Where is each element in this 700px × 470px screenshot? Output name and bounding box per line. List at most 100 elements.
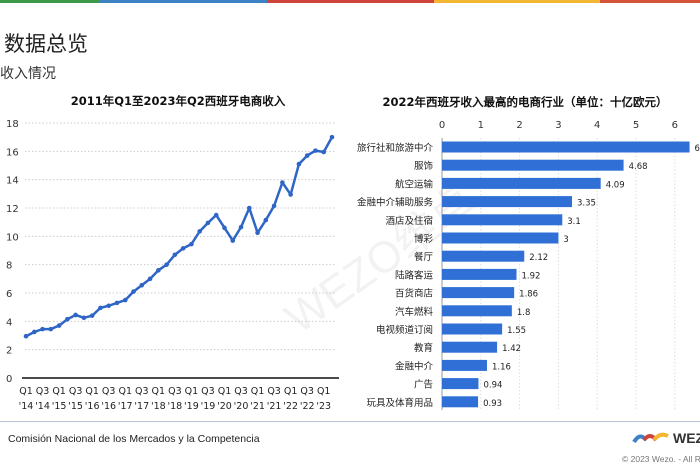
category-label: 百货商店 [395, 288, 433, 300]
category-label: 陆路客运 [395, 269, 434, 281]
x-tick-label: Q3 [36, 386, 50, 397]
data-point [131, 289, 136, 294]
data-point [106, 303, 112, 309]
x-tick-label: Q1 [317, 386, 331, 397]
x-tick-label: Q3 [201, 386, 215, 397]
x-tick-label: '17 [134, 401, 149, 412]
color-segment [434, 0, 600, 3]
data-label: 1.55 [507, 326, 526, 336]
data-point [189, 241, 194, 247]
x-tick-label: '16 [85, 401, 100, 412]
data-point [139, 282, 145, 288]
data-label: 3.1 [567, 217, 581, 227]
data-point [296, 161, 302, 167]
category-label: 餐厅 [414, 251, 434, 263]
data-label: 4.09 [606, 180, 625, 190]
x-tick-label: Q3 [300, 386, 314, 397]
category-label: 航空运输 [395, 178, 434, 190]
bar [442, 268, 517, 280]
bar [442, 196, 572, 208]
bar [442, 323, 503, 335]
data-label: 3.35 [577, 199, 596, 209]
data-point [89, 313, 95, 318]
data-point [205, 220, 211, 226]
y-tick-label: 8 [6, 261, 12, 272]
wezo-logo: WEZO [632, 430, 700, 446]
data-label: 0.93 [483, 399, 502, 409]
data-point [156, 268, 161, 273]
data-label: 1.8 [517, 308, 531, 318]
data-label: 1.92 [521, 271, 540, 281]
x-tick-label: '18 [151, 401, 166, 412]
data-point [321, 149, 327, 155]
data-point [329, 134, 335, 140]
charts-canvas: WEZO维卓2011年Q1至2023年Q2西班牙电商收入024681012141… [6, 94, 700, 412]
x-tick-label: '21 [250, 401, 265, 412]
y-tick-label: 18 [6, 119, 19, 130]
x-tick-label: Q3 [234, 386, 248, 397]
data-point [304, 153, 310, 158]
color-segment [99, 0, 267, 3]
x-tick-label: 0 [439, 120, 445, 131]
bar [442, 177, 601, 189]
data-point [81, 315, 87, 321]
data-point [73, 312, 78, 318]
x-tick-label: '18 [168, 401, 183, 412]
x-tick-label: 3 [555, 120, 561, 131]
category-label: 博彩 [414, 233, 434, 245]
color-segment [600, 0, 700, 3]
bar [442, 359, 488, 371]
x-tick-label: Q1 [85, 386, 99, 397]
category-label: 汽车燃料 [395, 306, 434, 318]
data-point [122, 297, 128, 303]
category-label: 旅行社和旅游中介 [357, 142, 434, 154]
y-tick-label: 0 [6, 374, 12, 385]
bar [442, 159, 624, 171]
x-tick-label: '14 [19, 401, 34, 412]
y-tick-label: 12 [6, 204, 19, 215]
bar [442, 141, 690, 153]
data-point [147, 276, 153, 282]
bar [442, 378, 479, 390]
data-point [313, 148, 318, 153]
page-subtitle: 收入情况 [0, 66, 56, 82]
data-point [246, 205, 252, 211]
data-point [197, 229, 202, 234]
data-point [230, 238, 236, 243]
y-tick-label: 6 [6, 289, 12, 300]
data-label: 2.12 [529, 253, 548, 263]
bar [442, 341, 498, 353]
wezo-logo-icon [632, 432, 669, 444]
data-label: 0.94 [483, 381, 502, 391]
x-tick-label: Q1 [284, 386, 298, 397]
category-label: 玩具及体育用品 [366, 397, 433, 409]
data-label: 1.42 [502, 344, 521, 354]
x-tick-label: Q1 [152, 386, 166, 397]
data-point [56, 323, 62, 328]
x-tick-label: 6 [672, 120, 678, 131]
category-label: 教育 [414, 342, 433, 354]
x-tick-label: Q1 [251, 386, 265, 397]
x-tick-label: '22 [283, 401, 298, 412]
y-tick-label: 14 [6, 176, 19, 187]
x-tick-label: Q1 [19, 386, 33, 397]
x-tick-label: '21 [267, 401, 282, 412]
x-tick-label: Q1 [218, 386, 232, 397]
bar [442, 305, 512, 317]
data-point [23, 333, 29, 339]
x-tick-label: Q3 [168, 386, 182, 397]
data-label: 1.86 [519, 290, 538, 300]
data-point [255, 230, 260, 236]
category-label: 电视频道订阅 [376, 324, 433, 336]
copyright: © 2023 Wezo. - All Rights [622, 454, 700, 464]
x-tick-label: Q1 [52, 386, 66, 397]
data-point [114, 300, 120, 306]
x-tick-label: 5 [633, 120, 639, 131]
data-point [164, 262, 169, 267]
y-tick-label: 16 [6, 147, 19, 158]
x-tick-label: Q1 [118, 386, 132, 397]
data-point [98, 305, 103, 311]
logo-text: WEZO [673, 430, 700, 446]
category-label: 广告 [414, 379, 433, 391]
x-tick-label: '14 [35, 401, 50, 412]
